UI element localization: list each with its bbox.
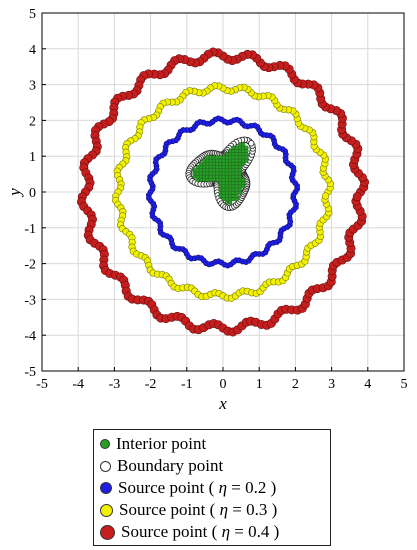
legend-label: Source point ( η = 0.3 ) [119, 500, 278, 519]
x-tick-label: -2 [145, 377, 157, 392]
legend-marker [100, 439, 110, 449]
series-source-point-0-2- [145, 115, 301, 269]
series-interior-point [192, 142, 249, 205]
y-tick-label: 1 [29, 150, 36, 165]
legend-marker [100, 524, 115, 540]
source-point [321, 192, 330, 200]
y-tick-label: -3 [24, 293, 36, 308]
y-tick-label: -5 [24, 365, 36, 380]
x-tick-label: -4 [72, 377, 84, 392]
data-points [76, 47, 370, 337]
x-axis-label: x [218, 394, 227, 413]
scatter-chart: -5 -4 -3 -2 -1 0 1 2 3 4 5 -5 -4 -3 -2 -1 0 1 2 3 4 5 x y [5, 7, 408, 413]
y-tick-label: -4 [24, 329, 36, 344]
x-tick-label: -1 [181, 377, 193, 392]
series-source-point-0-3- [111, 82, 335, 302]
interior-point [241, 177, 246, 182]
axis-ticks: -5 -4 -3 -2 -1 0 1 2 3 4 5 -5 -4 -3 -2 -1 0 1 2 3 4 5 [24, 7, 407, 392]
legend-label: Boundary point [117, 456, 224, 475]
legend-entry: Interior point [100, 434, 206, 454]
interior-point [241, 142, 246, 147]
x-tick-label: -5 [36, 377, 48, 392]
x-tick-label: 2 [292, 377, 299, 392]
x-tick-label: 0 [220, 377, 227, 392]
y-tick-label: -1 [24, 222, 36, 237]
x-tick-label: 1 [256, 377, 263, 392]
legend-marker [100, 482, 112, 494]
series-source-point-0-4- [76, 47, 370, 337]
interior-point [244, 145, 249, 150]
source-point [290, 192, 297, 198]
x-tick-label: 3 [328, 377, 335, 392]
x-tick-label: -3 [109, 377, 121, 392]
legend-label: Source point ( η = 0.4 ) [121, 522, 280, 541]
legend-entry: Source point ( η = 0.2 ) [100, 478, 276, 498]
legend-entry: Source point ( η = 0.3 ) [100, 500, 277, 520]
source-point [352, 192, 362, 202]
legend: Interior point Boundary point Source point… [93, 429, 331, 546]
x-tick-label: 4 [364, 377, 371, 392]
legend-marker [100, 503, 113, 517]
y-tick-label: 5 [29, 7, 36, 22]
boundary-point [248, 140, 255, 147]
legend-marker [100, 460, 111, 472]
y-axis-label: y [5, 188, 24, 198]
legend-entry: Source point ( η = 0.4 ) [100, 522, 279, 542]
x-tick-label: 5 [401, 377, 408, 392]
y-tick-label: 3 [29, 79, 36, 94]
legend-entry: Boundary point [100, 456, 223, 476]
y-tick-label: -2 [24, 258, 36, 273]
y-tick-label: 0 [29, 186, 36, 201]
legend-label: Source point ( η = 0.2 ) [118, 478, 277, 497]
legend-label: Interior point [116, 434, 207, 453]
y-tick-label: 4 [29, 43, 36, 58]
y-tick-label: 2 [29, 114, 36, 129]
